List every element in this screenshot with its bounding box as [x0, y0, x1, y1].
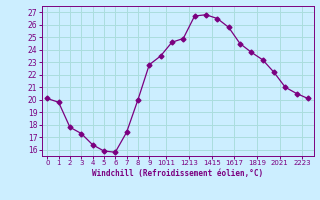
- X-axis label: Windchill (Refroidissement éolien,°C): Windchill (Refroidissement éolien,°C): [92, 169, 263, 178]
